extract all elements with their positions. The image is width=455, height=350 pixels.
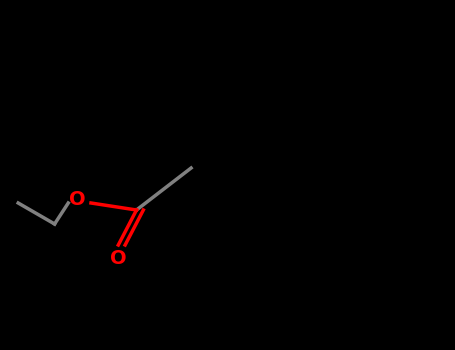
Text: O: O xyxy=(110,250,126,268)
Text: O: O xyxy=(69,190,86,209)
